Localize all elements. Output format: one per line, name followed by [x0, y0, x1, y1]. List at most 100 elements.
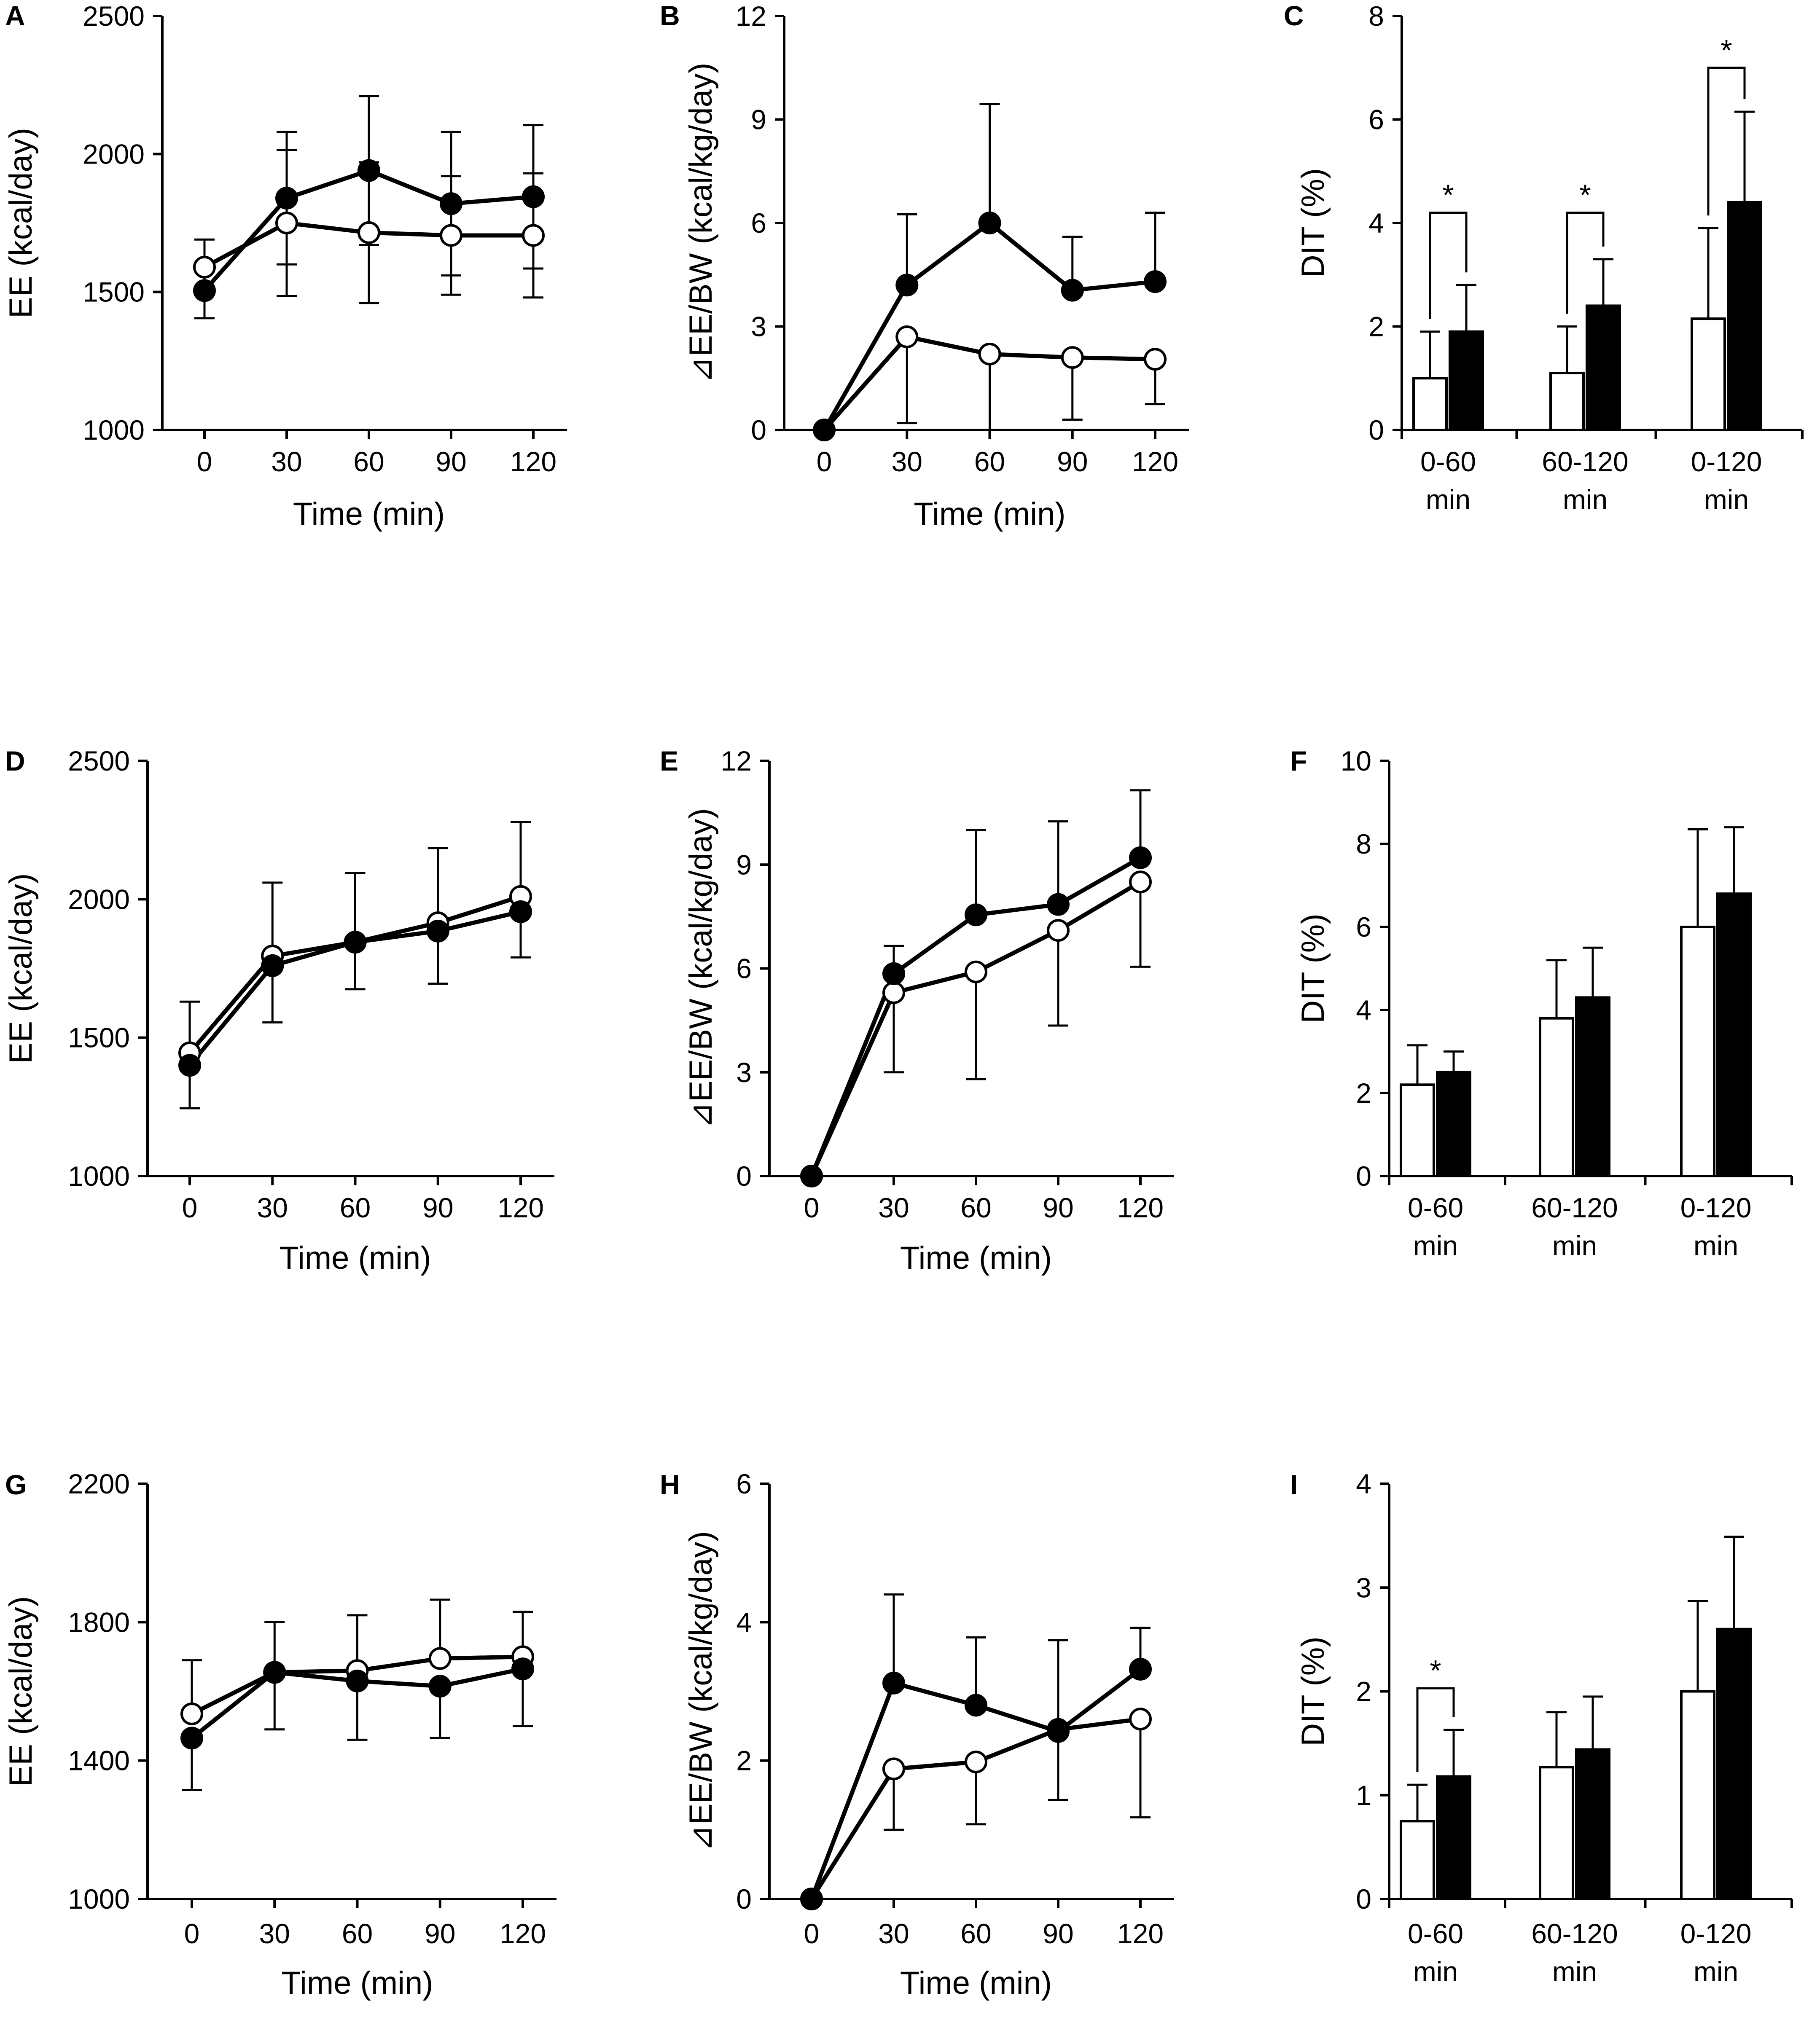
bar-open: [1680, 1690, 1715, 1900]
category-label: 60-120: [1531, 1192, 1618, 1223]
x-tick-label: 120: [1132, 446, 1178, 477]
y-axis-title: EE (kcal/day): [3, 128, 39, 318]
category-label: 0-120: [1680, 1192, 1752, 1223]
x-tick-label: 0: [182, 1192, 198, 1223]
data-point-open: [1129, 870, 1152, 894]
data-point-filled: [344, 931, 367, 954]
x-tick-label: 90: [1043, 1918, 1073, 1949]
bar-open: [1549, 371, 1585, 431]
y-tick-label: 3: [751, 311, 766, 342]
y-tick-label: 0: [736, 1883, 752, 1915]
data-point-open: [275, 212, 298, 234]
data-point-filled: [882, 962, 905, 985]
bar-filled: [1436, 1071, 1471, 1177]
bar-filled: [1575, 996, 1610, 1177]
data-point-filled: [800, 1888, 823, 1910]
category-unit-label: min: [1694, 1230, 1738, 1261]
bar-open: [1400, 1820, 1435, 1900]
data-point-filled: [511, 1657, 534, 1681]
x-tick-label: 0: [804, 1918, 820, 1949]
y-axis-title: ⊿EE/BW (kcal/kg/day): [683, 1531, 719, 1852]
x-axis-title: Time (min): [914, 496, 1065, 532]
y-tick-label: 8: [1356, 828, 1371, 859]
y-axis-title: DIT (%): [1295, 913, 1331, 1023]
y-axis-title: ⊿EE/BW (kcal/kg/day): [683, 63, 719, 384]
category-label: 0-60: [1408, 1192, 1463, 1223]
y-tick-label: 12: [736, 0, 766, 32]
x-axis-title: Time (min): [281, 1965, 433, 2001]
x-tick-label: 120: [1117, 1192, 1164, 1223]
y-tick-label: 1400: [68, 1745, 130, 1776]
panel-label: A: [5, 0, 25, 31]
y-tick-label: 6: [1368, 104, 1384, 135]
data-point-open: [882, 1757, 905, 1781]
y-tick-label: 0: [1356, 1160, 1371, 1192]
y-axis-title: DIT (%): [1295, 168, 1331, 278]
x-tick-label: 120: [500, 1918, 546, 1949]
chart-panel-i: I 0 1 2 3 4 DIT (%) 0-60 min 60-120 min 0-120 min *: [1290, 1468, 1793, 1987]
x-tick-label: 0: [197, 446, 212, 477]
data-point-open: [1129, 1708, 1152, 1731]
x-tick-label: 60: [353, 446, 384, 477]
category-unit-label: min: [1694, 1956, 1738, 1987]
data-point-filled: [178, 1054, 201, 1077]
data-point-filled: [193, 279, 216, 302]
y-axis-title: EE (kcal/day): [3, 1596, 39, 1787]
data-point-open: [1144, 348, 1167, 371]
y-tick-label: 6: [1356, 911, 1371, 943]
y-tick-label: 2000: [83, 138, 145, 169]
panel-label: B: [660, 0, 680, 31]
y-tick-label: 6: [736, 1468, 752, 1499]
data-point-filled: [509, 900, 532, 923]
significance-star: *: [1579, 178, 1591, 211]
y-tick-label: 3: [736, 1057, 752, 1088]
bar-open: [1412, 377, 1448, 431]
y-tick-label: 2000: [68, 884, 130, 915]
y-tick-label: 1000: [68, 1160, 130, 1192]
x-axis-title: Time (min): [900, 1240, 1052, 1276]
data-point-filled: [428, 1675, 452, 1698]
y-axis-title: EE (kcal/day): [3, 873, 39, 1064]
x-axis-title: Time (min): [293, 496, 445, 532]
chart-panel-e: E 0 3 6 9 12 ⊿EE/BW (kcal/kg/day) 0 30 60 90 120 Tim…: [660, 745, 1174, 1276]
chart-panel-f: F 0 2 4 6 8 10 DIT (%) 0-60 min 60-120 min 0-120 min: [1290, 745, 1793, 1261]
category-unit-label: min: [1552, 1956, 1597, 1987]
data-point-filled: [1061, 279, 1084, 302]
bar-filled: [1727, 201, 1762, 431]
chart-panel-b: B 0 3 6 9 12 ⊿EE/BW (kcal/kg/day) 0 30 60 90 120 Tim…: [660, 0, 1189, 532]
data-point-filled: [275, 187, 298, 210]
y-tick-label: 2500: [83, 0, 145, 32]
panel-label: D: [5, 745, 25, 776]
panel-label: I: [1290, 1469, 1298, 1500]
x-tick-label: 90: [1057, 446, 1088, 477]
bar-filled: [1586, 304, 1621, 432]
y-tick-label: 2500: [68, 745, 130, 776]
significance-bracket: [1707, 67, 1746, 216]
y-tick-label: 8: [1368, 0, 1384, 32]
data-point-filled: [1047, 893, 1070, 916]
x-tick-label: 30: [259, 1918, 290, 1949]
y-tick-label: 1800: [68, 1606, 130, 1638]
y-tick-label: 2: [1356, 1077, 1371, 1109]
x-tick-label: 0: [804, 1192, 820, 1223]
category-unit-label: min: [1426, 484, 1471, 515]
data-point-filled: [1047, 1720, 1070, 1743]
panel-label: G: [5, 1469, 27, 1500]
significance-bracket: [1416, 1687, 1455, 1773]
y-tick-label: 4: [736, 1606, 752, 1638]
y-tick-label: 6: [751, 207, 766, 239]
panel-label: C: [1284, 0, 1304, 31]
data-point-open: [358, 221, 380, 244]
y-tick-label: 0: [1356, 1883, 1371, 1915]
bar-open: [1539, 1017, 1574, 1177]
data-point-filled: [261, 954, 284, 977]
data-point-filled: [813, 419, 836, 441]
data-point-open: [882, 981, 905, 1004]
x-tick-label: 30: [892, 446, 922, 477]
y-tick-label: 2200: [68, 1468, 130, 1499]
data-point-filled: [1129, 1657, 1152, 1681]
y-tick-label: 1000: [68, 1883, 130, 1915]
significance-star: *: [1430, 1654, 1441, 1687]
x-tick-label: 90: [436, 446, 466, 477]
y-tick-label: 4: [1356, 994, 1371, 1026]
